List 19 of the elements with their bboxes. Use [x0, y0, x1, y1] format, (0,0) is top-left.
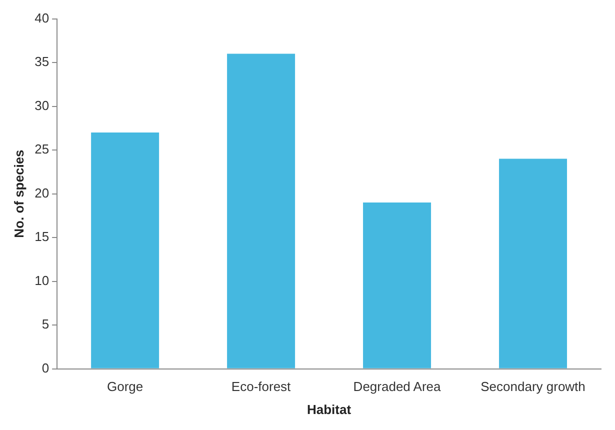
x-tick-label: Eco-forest	[231, 379, 292, 394]
y-axis-title: No. of species	[11, 150, 26, 238]
x-tick-label: Degraded Area	[353, 379, 442, 394]
bar	[499, 158, 568, 368]
y-tick-label: 0	[42, 360, 50, 376]
bar	[91, 132, 160, 368]
y-tick-label: 20	[34, 185, 50, 200]
y-tick-label: 5	[42, 316, 50, 332]
y-tick-label: 35	[34, 54, 50, 70]
x-tick-label: Gorge	[106, 379, 144, 394]
y-tick-label: 25	[34, 142, 50, 157]
bar	[363, 202, 432, 368]
y-tick-label: 30	[34, 98, 50, 113]
x-axis-title: Habitat	[307, 402, 352, 417]
y-tick-label: 15	[34, 229, 50, 244]
y-tick-label: 10	[34, 272, 50, 288]
x-tick-label: Secondary growth	[480, 379, 586, 394]
y-tick-label: 40	[34, 10, 50, 26]
bar	[227, 54, 296, 368]
